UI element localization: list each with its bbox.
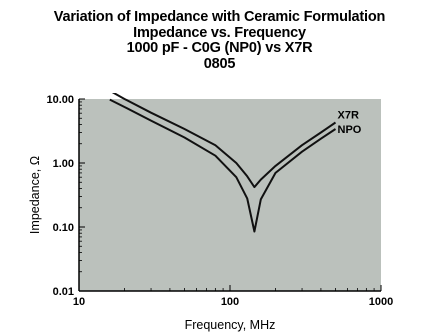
chart-titles: Variation of Impedance with Ceramic Form… (0, 9, 439, 72)
chart-subtitle-1: Impedance vs. Frequency (133, 24, 306, 41)
chart-subtitle-3: 0805 (203, 55, 236, 72)
series-label-x7r: X7R (338, 109, 359, 121)
series-label-npo: NPO (338, 124, 362, 136)
x-tick-label: 100 (221, 296, 239, 308)
y-axis-label: Impedance, Ω (28, 156, 42, 234)
plot-area (79, 99, 381, 291)
x-tick-label: 1000 (369, 296, 393, 308)
chart-title: Variation of Impedance with Ceramic Form… (53, 9, 386, 25)
series-line-x7r (111, 93, 337, 189)
series-line-npo (109, 98, 337, 233)
x-tick-label: 10 (73, 296, 85, 308)
x-axis-label: Frequency, MHz (185, 318, 276, 332)
y-tick-label: 1.00 (53, 158, 74, 170)
y-tick-label: 0.01 (53, 286, 74, 298)
chart-subtitle-2: 1000 pF - C0G (NP0) vs X7R (126, 40, 313, 56)
y-tick-label: 0.10 (53, 222, 74, 234)
series-group (109, 93, 337, 233)
y-tick-label: 10.00 (46, 94, 74, 106)
